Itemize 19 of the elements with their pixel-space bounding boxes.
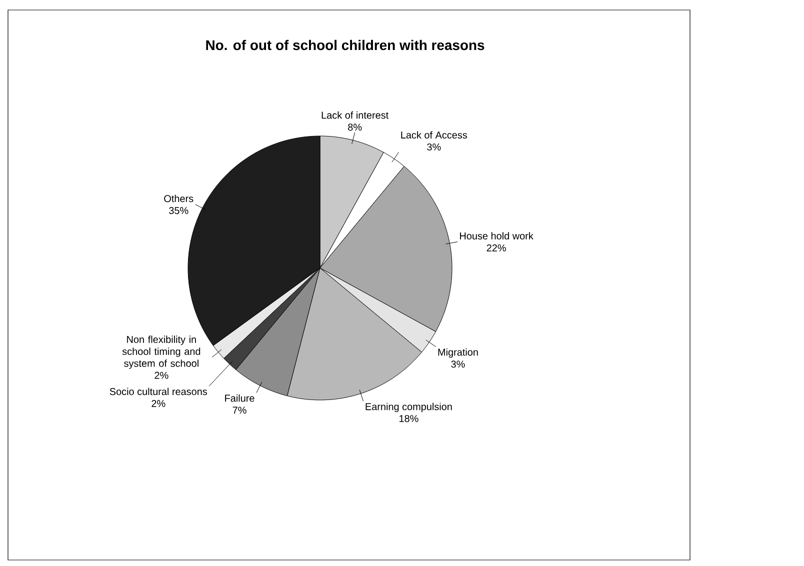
slice-label: House hold work [460, 232, 534, 240]
slice-label: Socio cultural reasons [110, 388, 208, 396]
slice-label: Migration [438, 348, 478, 358]
data-label: 2% [154, 372, 168, 379]
slice-label: Earning compulsion [366, 402, 452, 412]
data-label: 18% [400, 415, 418, 422]
chart-title: No. of out of school children with reasons [206, 40, 484, 50]
data-label: 2% [152, 400, 166, 408]
data-label: 22% [486, 244, 506, 252]
data-label: 3% [427, 143, 441, 150]
data-label: 8% [348, 124, 362, 131]
slice-label: Others [164, 194, 194, 202]
data-label: 7% [232, 406, 246, 414]
slice-label: Lack of Access [401, 131, 468, 139]
data-label: 3% [451, 360, 465, 368]
legend-label: Non flexibility in school timing and system of school [122, 336, 200, 369]
data-label: 35% [169, 207, 188, 214]
slice-label: Failure [225, 394, 254, 402]
slice-label: Lack of interest [322, 111, 389, 119]
